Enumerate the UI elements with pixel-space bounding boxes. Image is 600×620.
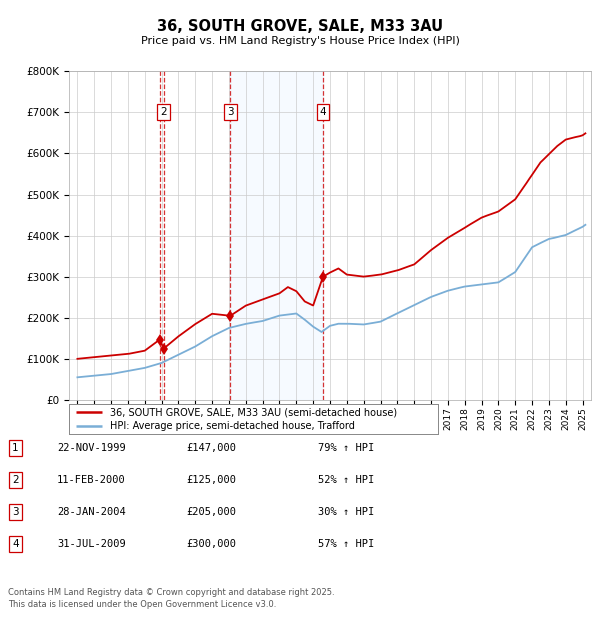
- Text: 2: 2: [160, 107, 167, 117]
- Text: 3: 3: [227, 107, 233, 117]
- Text: £125,000: £125,000: [186, 475, 236, 485]
- Text: £147,000: £147,000: [186, 443, 236, 453]
- Text: HPI: Average price, semi-detached house, Trafford: HPI: Average price, semi-detached house,…: [110, 421, 355, 431]
- Text: Price paid vs. HM Land Registry's House Price Index (HPI): Price paid vs. HM Land Registry's House …: [140, 36, 460, 46]
- Text: £205,000: £205,000: [186, 507, 236, 517]
- Text: 79% ↑ HPI: 79% ↑ HPI: [318, 443, 374, 453]
- Text: 4: 4: [12, 539, 19, 549]
- Text: 31-JUL-2009: 31-JUL-2009: [57, 539, 126, 549]
- Text: 57% ↑ HPI: 57% ↑ HPI: [318, 539, 374, 549]
- Text: 28-JAN-2004: 28-JAN-2004: [57, 507, 126, 517]
- Text: 22-NOV-1999: 22-NOV-1999: [57, 443, 126, 453]
- Text: Contains HM Land Registry data © Crown copyright and database right 2025.
This d: Contains HM Land Registry data © Crown c…: [8, 588, 335, 609]
- Bar: [230, 71, 323, 400]
- Text: 4: 4: [320, 107, 326, 117]
- Text: £300,000: £300,000: [186, 539, 236, 549]
- Text: 2: 2: [12, 475, 19, 485]
- Text: 30% ↑ HPI: 30% ↑ HPI: [318, 507, 374, 517]
- Text: 11-FEB-2000: 11-FEB-2000: [57, 475, 126, 485]
- Text: 3: 3: [12, 507, 19, 517]
- Text: 1: 1: [12, 443, 19, 453]
- Text: 36, SOUTH GROVE, SALE, M33 3AU: 36, SOUTH GROVE, SALE, M33 3AU: [157, 19, 443, 34]
- Text: 52% ↑ HPI: 52% ↑ HPI: [318, 475, 374, 485]
- Text: 36, SOUTH GROVE, SALE, M33 3AU (semi-detached house): 36, SOUTH GROVE, SALE, M33 3AU (semi-det…: [110, 407, 397, 417]
